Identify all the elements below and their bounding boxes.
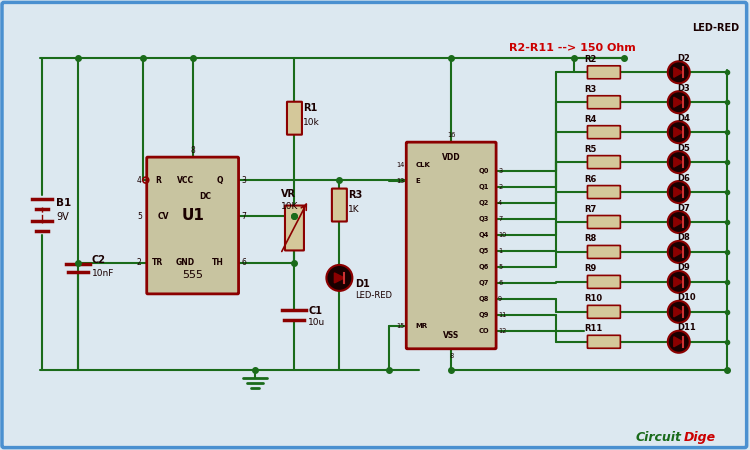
Circle shape (668, 181, 690, 203)
Polygon shape (674, 157, 682, 167)
Text: 1: 1 (498, 248, 502, 254)
Text: LED-RED: LED-RED (356, 291, 392, 300)
Text: C2: C2 (92, 255, 106, 265)
Text: D10: D10 (676, 293, 695, 302)
Text: Q7: Q7 (478, 280, 489, 286)
Text: Q5: Q5 (478, 248, 489, 254)
Text: B1: B1 (56, 198, 71, 208)
Text: C1: C1 (308, 306, 322, 316)
Text: LED-RED: LED-RED (692, 23, 739, 33)
Text: D6: D6 (676, 174, 690, 183)
Polygon shape (674, 337, 682, 347)
Text: 7: 7 (498, 216, 502, 222)
Text: VR: VR (280, 189, 296, 199)
Text: Q9: Q9 (478, 312, 489, 318)
FancyBboxPatch shape (587, 185, 620, 198)
Text: D3: D3 (676, 84, 689, 93)
Text: R2: R2 (584, 55, 596, 64)
Text: 12: 12 (498, 328, 506, 334)
Text: R2-R11 --> 150 Ohm: R2-R11 --> 150 Ohm (509, 43, 636, 53)
FancyBboxPatch shape (587, 96, 620, 109)
Text: TR: TR (152, 258, 164, 267)
Text: 5: 5 (498, 264, 502, 270)
Circle shape (668, 151, 690, 173)
Text: 13: 13 (396, 178, 404, 184)
Text: 8: 8 (190, 146, 195, 155)
Text: Dige: Dige (684, 431, 716, 444)
Text: TH: TH (211, 258, 223, 267)
Text: 9: 9 (498, 296, 502, 302)
Circle shape (668, 211, 690, 233)
Text: CO: CO (478, 328, 489, 334)
Text: D2: D2 (676, 54, 690, 63)
Text: DC: DC (200, 192, 211, 201)
Polygon shape (674, 247, 682, 257)
Text: Q3: Q3 (478, 216, 489, 222)
Text: Q2: Q2 (478, 200, 489, 206)
Text: CV: CV (158, 212, 170, 220)
Text: 11: 11 (498, 312, 506, 318)
Text: 9V: 9V (56, 212, 69, 222)
Text: 3: 3 (498, 168, 502, 174)
Text: 10K: 10K (280, 202, 298, 211)
Text: 7: 7 (242, 212, 247, 220)
Text: 10: 10 (498, 232, 506, 238)
Text: R10: R10 (584, 294, 602, 303)
Text: 555: 555 (182, 270, 203, 280)
FancyBboxPatch shape (587, 216, 620, 229)
Text: R9: R9 (584, 265, 596, 274)
Text: 2: 2 (137, 258, 142, 267)
Text: Q1: Q1 (478, 184, 489, 190)
FancyBboxPatch shape (287, 102, 302, 135)
Polygon shape (674, 68, 682, 77)
Text: VDD: VDD (442, 153, 460, 162)
Circle shape (668, 121, 690, 143)
Text: 8: 8 (449, 353, 453, 359)
Text: Q4: Q4 (478, 232, 489, 238)
Text: Circuit: Circuit (636, 431, 682, 444)
Text: MR: MR (416, 323, 428, 329)
Text: 3: 3 (242, 176, 247, 184)
Text: 16: 16 (447, 132, 455, 138)
Text: D4: D4 (676, 114, 690, 123)
Text: 6: 6 (242, 258, 247, 267)
Circle shape (668, 301, 690, 323)
Polygon shape (674, 127, 682, 137)
Text: D5: D5 (676, 144, 690, 153)
Text: R3: R3 (584, 85, 596, 94)
Text: GND: GND (176, 258, 195, 267)
Text: D11: D11 (676, 323, 695, 332)
Text: 6: 6 (498, 280, 502, 286)
Text: R5: R5 (584, 144, 596, 153)
Text: 4: 4 (136, 176, 142, 184)
Text: 10u: 10u (308, 318, 326, 327)
Text: D1: D1 (356, 279, 370, 289)
Circle shape (668, 61, 690, 83)
Text: R1: R1 (304, 103, 318, 113)
FancyBboxPatch shape (147, 157, 238, 294)
Text: D9: D9 (676, 263, 689, 272)
Text: 2: 2 (498, 184, 502, 190)
Text: Q: Q (216, 176, 223, 184)
FancyBboxPatch shape (587, 245, 620, 258)
Text: 1K: 1K (348, 205, 360, 214)
Text: Q6: Q6 (478, 264, 489, 270)
Text: R6: R6 (584, 175, 596, 184)
Text: R7: R7 (584, 205, 596, 214)
Text: U1: U1 (182, 208, 204, 223)
Text: 14: 14 (396, 162, 404, 168)
Circle shape (668, 331, 690, 353)
Text: Q0: Q0 (478, 168, 489, 174)
FancyBboxPatch shape (587, 306, 620, 318)
Text: R: R (154, 176, 160, 184)
FancyBboxPatch shape (587, 156, 620, 169)
Polygon shape (674, 277, 682, 287)
FancyBboxPatch shape (285, 206, 304, 251)
Circle shape (668, 241, 690, 263)
Text: E: E (416, 178, 420, 184)
Text: 4: 4 (498, 200, 502, 206)
Text: D7: D7 (676, 203, 689, 212)
Text: CLK: CLK (416, 162, 430, 168)
FancyBboxPatch shape (406, 142, 496, 349)
